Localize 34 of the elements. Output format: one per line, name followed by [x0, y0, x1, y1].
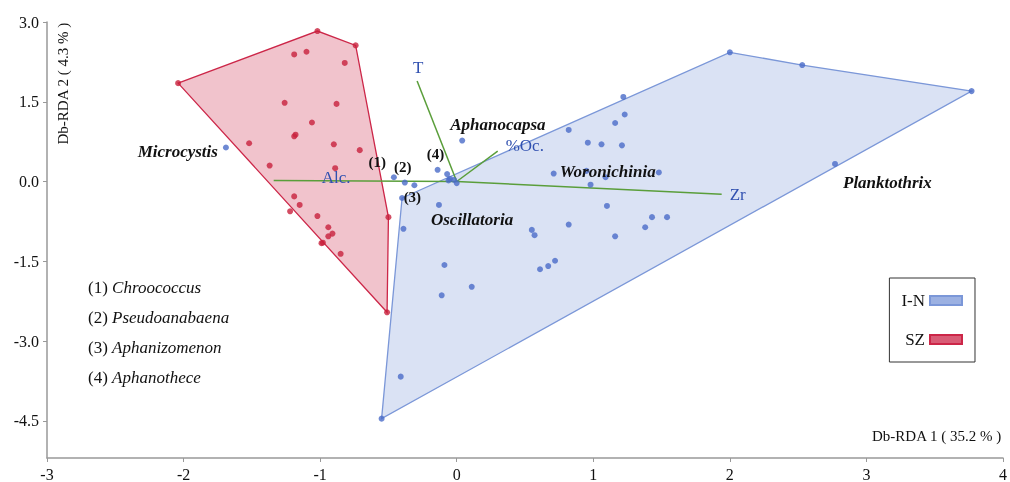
annotation: (2) Pseudoanabaena	[88, 308, 230, 327]
x-tick-label: 4	[999, 465, 1007, 482]
annotation: (4) Aphanothece	[88, 368, 202, 387]
annotation: (2)	[394, 159, 412, 177]
annotation: (3) Aphanizomenon	[88, 338, 222, 357]
annotation: Aphanocapsa	[449, 114, 547, 134]
x-tick-label: 2	[725, 465, 734, 482]
annotation: (3)	[403, 188, 422, 206]
annotation: (1) Chroococcus	[88, 278, 202, 297]
annotation: (1)	[368, 153, 386, 171]
annotation: (4)	[426, 146, 445, 164]
x-tick-label: -1	[313, 465, 327, 482]
x-tick-label: -3	[40, 465, 54, 482]
annotation: Woronichinia	[559, 162, 657, 182]
y-tick-label: 0.0	[19, 173, 39, 191]
series-label: %Oc.	[505, 135, 544, 155]
x-axis-title: Db-RDA 1 ( 35.2 % )	[872, 427, 1002, 445]
x-tick-label: 3	[862, 465, 871, 482]
y-tick-label: 3.0	[19, 13, 39, 31]
legend-label: I-N	[901, 291, 925, 310]
x-tick-label: 0	[452, 465, 461, 482]
annotation: Oscillatoria	[430, 209, 514, 229]
y-tick-label: -4.5	[13, 412, 39, 430]
x-tick-label: 1	[589, 465, 598, 482]
x-tick-label: -2	[176, 465, 191, 482]
series-label: Zr	[729, 184, 747, 204]
y-axis-title: Db-RDA 2 ( 4.3 % )	[54, 22, 72, 145]
annotation: Microcystis	[136, 141, 219, 161]
y-tick-label: -3.0	[13, 332, 39, 350]
y-tick-label: 1.5	[19, 93, 39, 111]
y-tick-label: -1.5	[13, 252, 39, 270]
legend-label: SZ	[905, 330, 925, 349]
series-label: T	[413, 57, 425, 77]
annotation: Planktothrix	[842, 172, 933, 192]
